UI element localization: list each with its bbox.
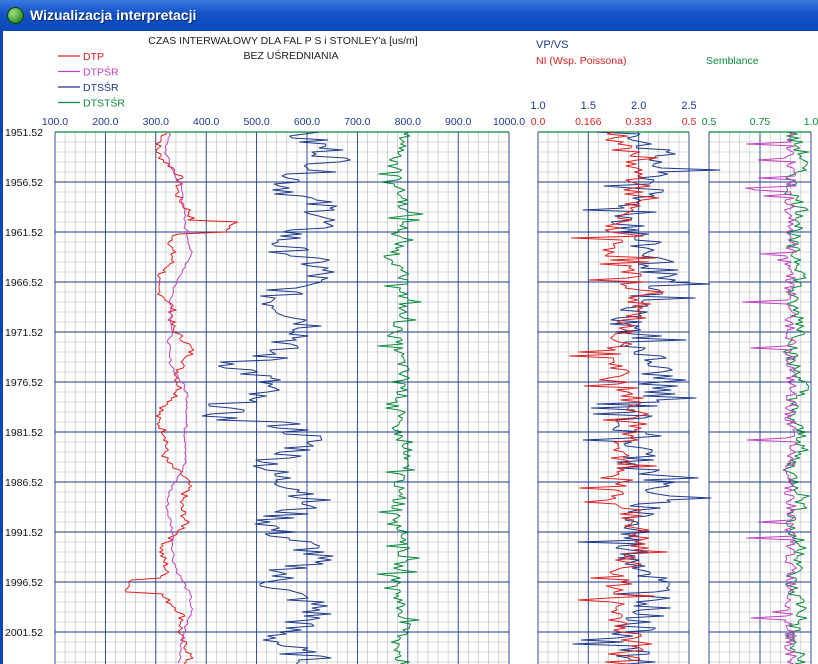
legend-entry: DTP	[83, 51, 104, 63]
vpvs-tick-label: 1.5	[581, 100, 596, 112]
dt-x-tick-label: 600.0	[294, 116, 320, 128]
semblance-label: Semblance	[706, 55, 759, 67]
legend: DTP DTPŚR DTSŚR DTSTŚR	[58, 51, 125, 110]
labels: CZAS INTERWAŁOWY DLA FAL P S i STONLEY'a…	[148, 35, 758, 67]
vpvs-curve	[572, 131, 721, 664]
dt-x-tick-label: 100.0	[42, 116, 68, 128]
ni-curve	[569, 131, 668, 664]
vpvs-label: VP/VS	[536, 39, 568, 51]
semblance-aux-curve	[742, 131, 798, 664]
ni-tick-label: 0.166	[575, 116, 601, 128]
title-bar[interactable]: Wizualizacja interpretacji	[0, 0, 818, 32]
depth-tick-label: 1956.52	[5, 177, 43, 189]
legend-entry: DTSTŚR	[83, 97, 125, 110]
grid	[54, 131, 812, 664]
chart-subtitle: BEZ UŚREDNIANIA	[243, 49, 338, 62]
depth-tick-label: 1991.52	[5, 527, 43, 539]
dt-x-tick-label: 700.0	[344, 116, 370, 128]
vpvs-tick-label: 2.0	[631, 100, 646, 112]
plot-area: CZAS INTERWAŁOWY DLA FAL P S i STONLEY'a…	[0, 31, 818, 664]
dt-x-tick-label: 200.0	[92, 116, 118, 128]
dtpsr-curve	[164, 131, 193, 664]
legend-entry: DTPŚR	[83, 66, 119, 79]
depth-tick-label: 1996.52	[5, 577, 43, 589]
app-globe-icon	[7, 7, 24, 24]
dt-x-tick-label: 500.0	[243, 116, 269, 128]
depth-tick-label: 1976.52	[5, 377, 43, 389]
dtp-curve	[124, 131, 239, 664]
curves	[124, 131, 810, 664]
depth-tick-label: 1966.52	[5, 277, 43, 289]
dt-x-tick-label: 900.0	[445, 116, 471, 128]
tick-labels: 1951.52 1956.52 1961.52 1966.52 1971.52 1976.…	[5, 100, 818, 639]
semblance-tick-label: 1.0	[804, 116, 818, 128]
log-plot: CZAS INTERWAŁOWY DLA FAL P S i STONLEY'a…	[5, 35, 818, 664]
dt-x-tick-label: 1000.0	[493, 116, 525, 128]
dt-x-tick-label: 400.0	[193, 116, 219, 128]
vpvs-tick-label: 2.5	[681, 100, 696, 112]
chart-title: CZAS INTERWAŁOWY DLA FAL P S i STONLEY'a…	[148, 35, 418, 47]
legend-entry: DTSŚR	[83, 81, 119, 94]
depth-tick-label: 1986.52	[5, 477, 43, 489]
semblance-tick-label: 0.5	[702, 116, 717, 128]
ni-label: NI (Wsp. Poissona)	[536, 55, 626, 67]
dtstsr-curve	[376, 131, 424, 664]
ni-tick-label: 0.333	[626, 116, 652, 128]
dt-x-tick-label: 800.0	[395, 116, 421, 128]
window-title: Wizualizacja interpretacji	[30, 7, 197, 23]
ni-tick-label: 0.5	[682, 116, 697, 128]
dtssr-curve	[201, 131, 351, 664]
depth-tick-label: 1971.52	[5, 327, 43, 339]
ni-tick-label: 0.0	[531, 116, 546, 128]
depth-tick-label: 1981.52	[5, 427, 43, 439]
depth-tick-label: 1961.52	[5, 227, 43, 239]
semblance-tick-label: 0.75	[750, 116, 771, 128]
vpvs-tick-label: 1.0	[530, 100, 545, 112]
depth-tick-label: 1951.52	[5, 127, 43, 139]
dt-x-tick-label: 300.0	[143, 116, 169, 128]
depth-tick-label: 2001.52	[5, 627, 43, 639]
